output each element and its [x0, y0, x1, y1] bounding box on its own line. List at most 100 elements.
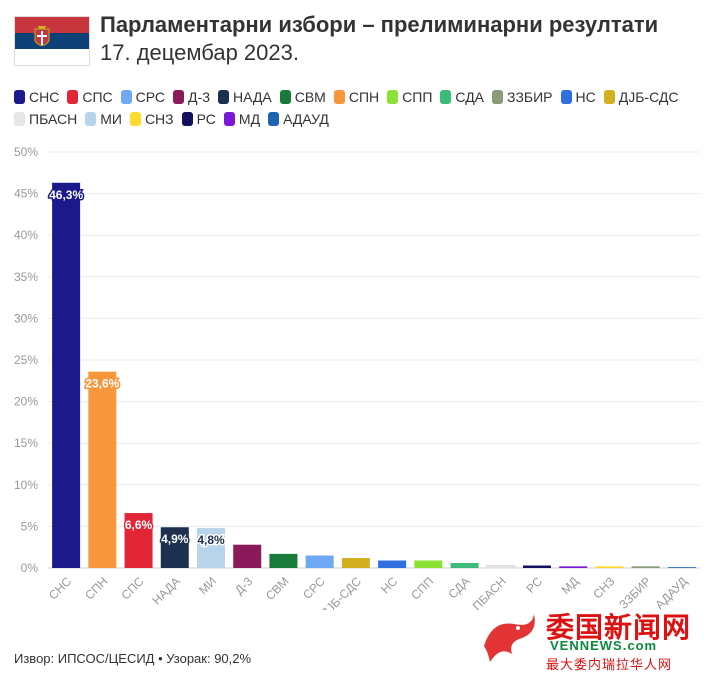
legend-item[interactable]: РС [181, 109, 216, 129]
legend-swatch [333, 90, 345, 104]
bar [124, 513, 153, 568]
x-tick-label: СДА [445, 574, 472, 601]
watermark-title: 委国新闻网 [546, 612, 692, 643]
x-tick-label: СПН [82, 574, 110, 602]
y-tick-label: 45% [14, 187, 38, 201]
x-tick-label: ДЈБ-СДС [318, 574, 364, 610]
legend-swatch [14, 90, 25, 104]
bar [52, 182, 81, 568]
legend-swatch [173, 90, 185, 104]
bar [414, 560, 443, 568]
bar [378, 560, 407, 568]
x-tick-label: НС [378, 574, 400, 596]
legend-item[interactable]: СПП [387, 87, 432, 107]
legend-swatch [560, 90, 572, 104]
x-tick-label: НАДА [150, 574, 183, 607]
y-tick-label: 20% [14, 395, 38, 409]
x-tick-label: МИ [196, 574, 219, 597]
legend-item[interactable]: НС [560, 87, 596, 107]
legend-label: НАДА [232, 89, 272, 105]
legend-item[interactable]: ПБАСН [14, 109, 77, 129]
source-note: Извор: ИПСОС/ЦЕСИД • Узорак: 90,2% [14, 651, 252, 666]
legend-swatch [440, 90, 452, 104]
chart-header: Парламентарни избори – прелиминарни резу… [14, 10, 704, 70]
bar [305, 555, 334, 568]
y-tick-label: 30% [14, 311, 38, 325]
y-tick-label: 0% [21, 561, 39, 575]
data-label: 46,3% [49, 188, 83, 202]
legend-item[interactable]: Д-3 [173, 87, 210, 107]
y-tick-label: 40% [14, 228, 38, 242]
legend-swatch [279, 90, 291, 104]
legend-label: МД [238, 111, 261, 127]
bar [559, 566, 588, 568]
x-tick-label: МД [559, 574, 582, 597]
legend-swatch [120, 90, 132, 104]
legend-label: СНС [29, 89, 60, 105]
watermark-tagline: 最大委内瑞拉华人网 [546, 657, 673, 672]
legend-swatch [14, 112, 25, 126]
bar [341, 558, 370, 568]
bar [269, 553, 298, 568]
legend-swatch [387, 90, 399, 104]
legend-item[interactable]: СНЗ [129, 109, 174, 129]
legend-item[interactable]: АДАУД [268, 109, 329, 129]
x-tick-label: СРС [300, 574, 328, 602]
y-tick-label: 25% [14, 353, 38, 367]
legend-item[interactable]: МИ [85, 109, 122, 129]
legend-item[interactable]: ЗЗБИР [492, 87, 553, 107]
bar [88, 371, 117, 568]
bar [631, 566, 660, 568]
x-tick-label: СПС [118, 574, 146, 602]
legend-label: ПБАСН [29, 111, 78, 127]
x-tick-label: Д-3 [232, 574, 255, 597]
data-label: 23,6% [85, 377, 119, 391]
legend-item[interactable]: ДЈБ-СДС [603, 87, 678, 107]
legend-swatch [129, 112, 141, 126]
legend-item[interactable]: СПН [333, 87, 380, 107]
bar [595, 566, 624, 568]
bar [197, 528, 225, 568]
y-tick-label: 5% [21, 519, 39, 533]
y-tick-label: 15% [14, 436, 38, 450]
legend-swatch [603, 90, 615, 104]
legend-item[interactable]: СВМ [279, 87, 326, 107]
legend-item[interactable]: СДА [440, 87, 484, 107]
bar [160, 527, 189, 568]
data-label: 4,9% [161, 532, 189, 546]
x-tick-label: СНС [46, 574, 75, 603]
chart-legend: СНС СПС СРС Д-3 НАДА СВМ СПН СПП СДА ЗЗБИР НС ДЈБ-С… [14, 87, 704, 131]
legend-label: МИ [100, 111, 122, 127]
legend-swatch [223, 112, 235, 126]
legend-label: СПС [82, 89, 113, 105]
dragon-logo-icon [484, 614, 535, 662]
y-tick-label: 10% [14, 478, 38, 492]
legend-item[interactable]: СПС [67, 87, 113, 107]
legend-label: Д-3 [188, 89, 210, 105]
x-tick-label: СВМ [263, 574, 292, 603]
legend-item[interactable]: СРС [120, 87, 166, 107]
chart-title: Парламентарни избори – прелиминарни резу… [100, 12, 659, 37]
bar [450, 563, 479, 568]
legend-swatch [492, 90, 504, 104]
legend-label: СВМ [294, 89, 326, 105]
watermark-site: VENNEWS.com [550, 638, 658, 653]
legend-item[interactable]: МД [223, 109, 261, 129]
legend-label: НС [575, 89, 596, 105]
legend-item[interactable]: СНС [14, 87, 59, 107]
legend-label: АДАУД [283, 111, 329, 127]
y-tick-label: 35% [14, 270, 38, 284]
legend-label: СДА [455, 89, 485, 105]
legend-label: СРС [135, 89, 166, 105]
legend-swatch [67, 90, 79, 104]
legend-label: СПН [348, 89, 380, 105]
chart-subtitle: 17. децембар 2023. [100, 40, 299, 65]
legend-item[interactable]: НАДА [217, 87, 272, 107]
bar-chart: 0% 5% 10% 15% 20% 25% 30% 35% 40% 45% 50% СНС 46,3% С… [14, 145, 700, 610]
legend-label: ЗЗБИР [507, 89, 553, 105]
y-tick-label: 50% [14, 145, 38, 159]
legend-swatch [181, 112, 193, 126]
legend-swatch [268, 112, 280, 126]
x-tick-label: СНЗ [590, 574, 617, 601]
bar [523, 565, 551, 568]
